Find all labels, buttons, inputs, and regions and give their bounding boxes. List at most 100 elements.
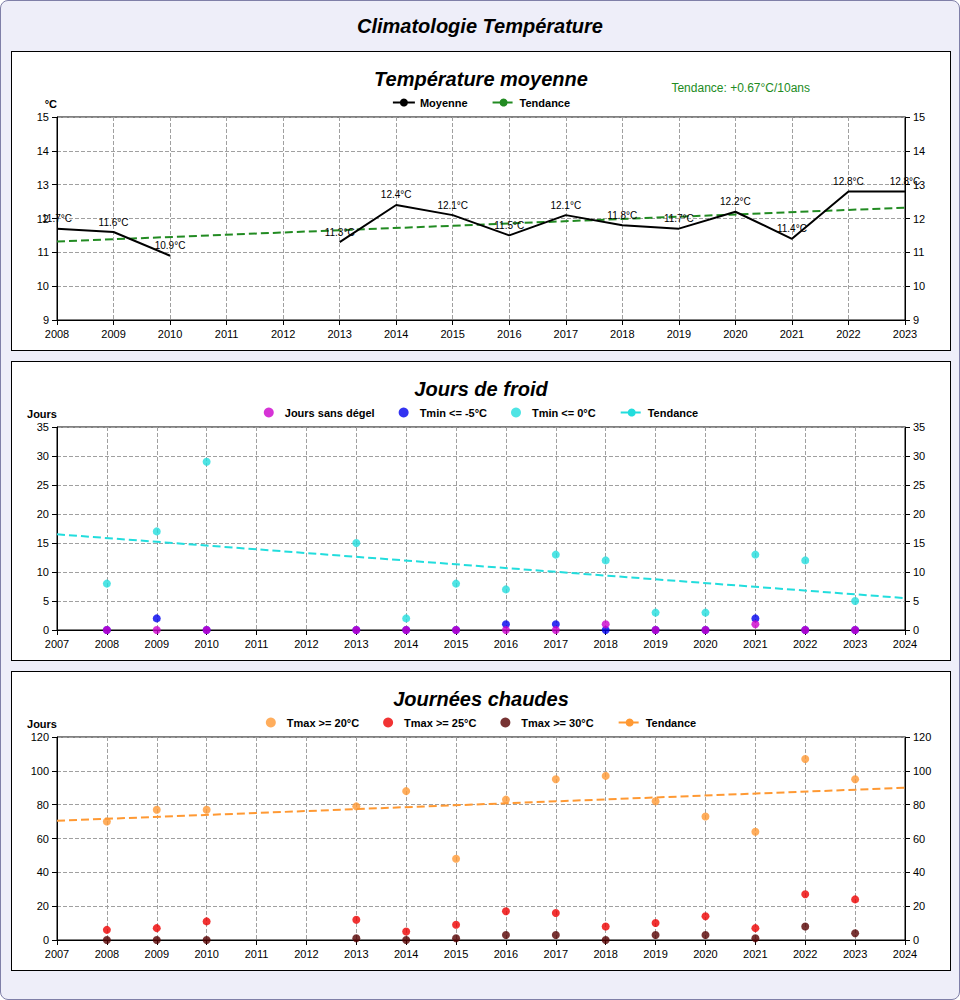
svg-text:80: 80 bbox=[913, 799, 925, 811]
svg-text:25: 25 bbox=[37, 479, 49, 491]
svg-text:2017: 2017 bbox=[544, 948, 568, 960]
svg-text:0: 0 bbox=[913, 934, 919, 946]
svg-text:11.7°C: 11.7°C bbox=[42, 213, 72, 224]
svg-text:2017: 2017 bbox=[554, 328, 578, 340]
svg-text:10: 10 bbox=[37, 280, 49, 292]
svg-text:Tendance: Tendance bbox=[648, 407, 699, 419]
svg-text:2020: 2020 bbox=[723, 328, 747, 340]
svg-text:10.9°C: 10.9°C bbox=[155, 240, 186, 251]
svg-text:2016: 2016 bbox=[497, 328, 521, 340]
svg-text:20: 20 bbox=[37, 508, 49, 520]
svg-text:2007: 2007 bbox=[45, 638, 69, 650]
svg-text:0: 0 bbox=[43, 934, 49, 946]
svg-text:12.1°C: 12.1°C bbox=[437, 200, 468, 211]
svg-text:2022: 2022 bbox=[793, 948, 817, 960]
svg-text:15: 15 bbox=[37, 537, 49, 549]
svg-text:0: 0 bbox=[913, 624, 919, 636]
svg-text:2011: 2011 bbox=[215, 328, 239, 340]
svg-text:2012: 2012 bbox=[271, 328, 295, 340]
svg-text:60: 60 bbox=[913, 833, 925, 845]
svg-text:20: 20 bbox=[37, 900, 49, 912]
svg-text:120: 120 bbox=[913, 731, 931, 743]
svg-text:60: 60 bbox=[37, 833, 49, 845]
svg-text:2014: 2014 bbox=[394, 638, 418, 650]
svg-text:11.3°C: 11.3°C bbox=[325, 227, 355, 238]
svg-text:2024: 2024 bbox=[893, 638, 917, 650]
svg-text:40: 40 bbox=[913, 866, 925, 878]
svg-text:15: 15 bbox=[37, 111, 49, 123]
svg-text:2021: 2021 bbox=[743, 948, 767, 960]
svg-text:11.6°C: 11.6°C bbox=[99, 217, 129, 228]
svg-text:2017: 2017 bbox=[544, 638, 568, 650]
svg-text:2014: 2014 bbox=[394, 948, 418, 960]
svg-text:100: 100 bbox=[913, 765, 931, 777]
svg-text:2012: 2012 bbox=[294, 948, 318, 960]
svg-text:2018: 2018 bbox=[610, 328, 634, 340]
svg-text:80: 80 bbox=[37, 799, 49, 811]
svg-text:11: 11 bbox=[913, 246, 924, 258]
svg-text:30: 30 bbox=[913, 450, 925, 462]
svg-text:12.2°C: 12.2°C bbox=[720, 196, 751, 207]
svg-text:2009: 2009 bbox=[101, 328, 125, 340]
svg-text:2022: 2022 bbox=[793, 638, 817, 650]
svg-text:2009: 2009 bbox=[145, 638, 169, 650]
svg-text:Moyenne: Moyenne bbox=[420, 97, 468, 109]
svg-text:11: 11 bbox=[38, 246, 49, 258]
svg-text:35: 35 bbox=[37, 421, 49, 433]
svg-text:2018: 2018 bbox=[593, 638, 617, 650]
svg-text:30: 30 bbox=[37, 450, 49, 462]
svg-text:2010: 2010 bbox=[194, 948, 218, 960]
svg-text:Jours de froid: Jours de froid bbox=[414, 378, 548, 400]
svg-text:100: 100 bbox=[31, 765, 49, 777]
svg-text:2008: 2008 bbox=[95, 638, 119, 650]
svg-text:2013: 2013 bbox=[327, 328, 351, 340]
svg-text:2011: 2011 bbox=[245, 948, 269, 960]
svg-text:2021: 2021 bbox=[743, 638, 767, 650]
svg-text:35: 35 bbox=[913, 421, 925, 433]
svg-text:12.8°C: 12.8°C bbox=[833, 176, 864, 187]
svg-text:Tmax >= 25°C: Tmax >= 25°C bbox=[404, 717, 476, 729]
svg-text:2019: 2019 bbox=[643, 948, 667, 960]
svg-text:2015: 2015 bbox=[440, 328, 464, 340]
svg-text:2011: 2011 bbox=[245, 638, 269, 650]
svg-text:2020: 2020 bbox=[693, 638, 717, 650]
svg-text:11.8°C: 11.8°C bbox=[607, 210, 637, 221]
svg-text:20: 20 bbox=[913, 508, 925, 520]
svg-text:Température moyenne: Température moyenne bbox=[374, 68, 588, 90]
svg-text:Tmin <= -5°C: Tmin <= -5°C bbox=[420, 407, 487, 419]
svg-text:5: 5 bbox=[43, 595, 49, 607]
svg-text:9: 9 bbox=[913, 314, 919, 326]
svg-text:2010: 2010 bbox=[194, 638, 218, 650]
svg-text:Jours sans dégel: Jours sans dégel bbox=[285, 407, 375, 419]
svg-text:Jours: Jours bbox=[27, 718, 57, 730]
svg-text:2020: 2020 bbox=[693, 948, 717, 960]
svg-text:2023: 2023 bbox=[843, 638, 867, 650]
svg-text:14: 14 bbox=[37, 145, 49, 157]
svg-text:Tendance: +0.67°C/10ans: Tendance: +0.67°C/10ans bbox=[671, 81, 810, 95]
svg-text:2012: 2012 bbox=[294, 638, 318, 650]
svg-text:10: 10 bbox=[37, 566, 49, 578]
svg-text:120: 120 bbox=[31, 731, 49, 743]
svg-text:2014: 2014 bbox=[384, 328, 408, 340]
svg-text:15: 15 bbox=[913, 111, 925, 123]
svg-text:9: 9 bbox=[43, 314, 49, 326]
svg-text:2015: 2015 bbox=[444, 638, 468, 650]
svg-text:2023: 2023 bbox=[843, 948, 867, 960]
svg-text:°C: °C bbox=[45, 98, 57, 110]
svg-text:Journées chaudes: Journées chaudes bbox=[393, 688, 569, 710]
svg-text:15: 15 bbox=[913, 537, 925, 549]
svg-text:11.4°C: 11.4°C bbox=[777, 223, 807, 234]
svg-text:2021: 2021 bbox=[780, 328, 804, 340]
svg-text:11.7°C: 11.7°C bbox=[664, 213, 694, 224]
svg-text:Jours: Jours bbox=[27, 408, 57, 420]
svg-text:13: 13 bbox=[37, 179, 49, 191]
svg-text:2007: 2007 bbox=[45, 948, 69, 960]
svg-text:20: 20 bbox=[913, 900, 925, 912]
svg-text:2016: 2016 bbox=[494, 948, 518, 960]
svg-text:Tendance: Tendance bbox=[646, 717, 697, 729]
svg-text:2018: 2018 bbox=[593, 948, 617, 960]
svg-text:10: 10 bbox=[913, 566, 925, 578]
svg-text:25: 25 bbox=[913, 479, 925, 491]
svg-text:12.4°C: 12.4°C bbox=[381, 189, 412, 200]
svg-text:2008: 2008 bbox=[95, 948, 119, 960]
